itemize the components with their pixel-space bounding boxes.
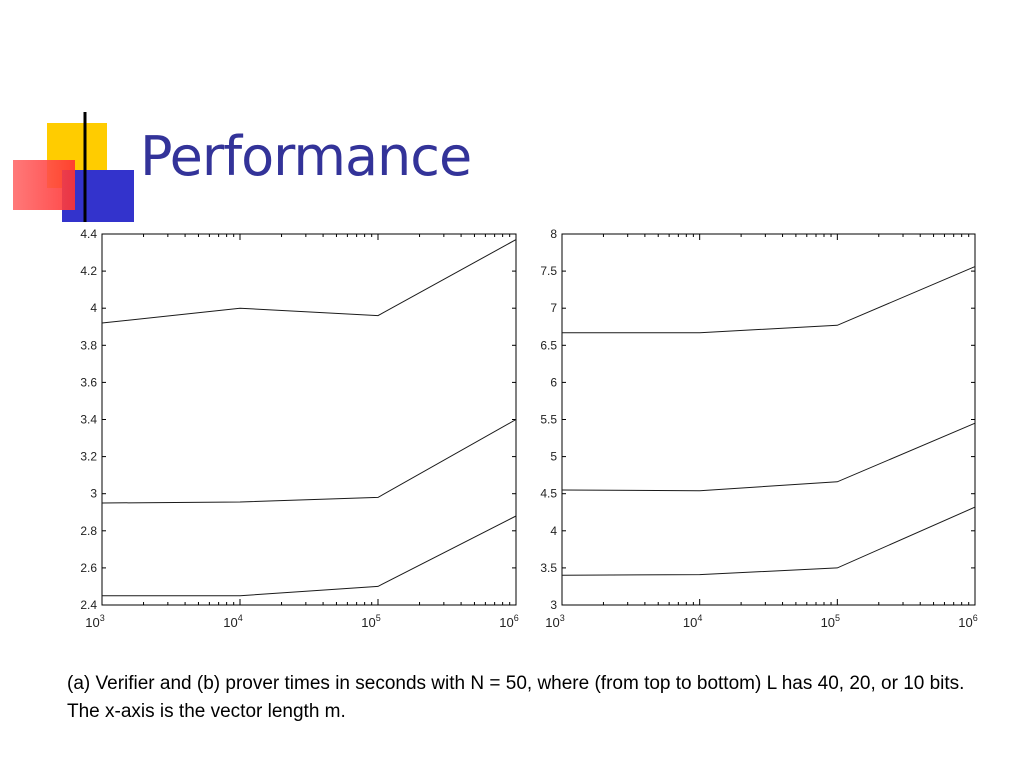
slide-decoration [13, 112, 1000, 222]
y-tick-label: 2.6 [80, 561, 97, 575]
y-tick-label: 7 [550, 301, 557, 315]
y-tick-label: 4 [90, 301, 97, 315]
x-tick-exponent: 3 [100, 613, 105, 623]
plot-frame [561, 233, 976, 606]
x-tick-label: 103 [545, 613, 564, 630]
y-tick-label: 6.5 [540, 338, 557, 352]
x-tick-base: 10 [958, 615, 972, 630]
series-line-3 [102, 515, 517, 597]
x-tick-exponent: 3 [560, 613, 565, 623]
x-tick-base: 10 [499, 615, 513, 630]
figure-caption: (a) Verifier and (b) prover times in sec… [67, 673, 965, 722]
y-tick-label: 3 [550, 598, 557, 612]
plot-frame [101, 233, 517, 606]
y-tick-label: 6 [550, 375, 557, 389]
x-tick-label: 106 [499, 613, 518, 630]
y-tick-label: 5.5 [540, 413, 557, 427]
x-tick-label: 106 [958, 613, 977, 630]
slide-title: Performance [140, 125, 472, 188]
y-tick-label: 4 [550, 524, 557, 538]
x-tick-base: 10 [821, 615, 835, 630]
y-tick-label: 2.8 [80, 524, 97, 538]
y-tick-label: 7.5 [540, 264, 557, 278]
y-tick-label: 4.2 [80, 264, 97, 278]
y-tick-label: 3.4 [80, 413, 97, 427]
y-tick-label: 4.4 [80, 227, 97, 241]
y-tick-label: 3 [90, 487, 97, 501]
x-tick-exponent: 5 [835, 613, 840, 623]
x-tick-exponent: 5 [376, 613, 381, 623]
y-tick-label: 3.2 [80, 450, 97, 464]
x-tick-label: 105 [821, 613, 840, 630]
x-tick-base: 10 [545, 615, 559, 630]
x-tick-exponent: 6 [973, 613, 978, 623]
y-tick-label: 3.5 [540, 561, 557, 575]
series-line-1 [562, 266, 976, 334]
x-tick-label: 104 [223, 613, 242, 630]
x-tick-exponent: 4 [238, 613, 243, 623]
x-tick-exponent: 6 [514, 613, 519, 623]
series-line-3 [561, 506, 976, 576]
x-tick-base: 10 [223, 615, 237, 630]
y-tick-label: 4.5 [540, 487, 557, 501]
y-tick-label: 2.4 [80, 598, 97, 612]
y-tick-label: 8 [550, 227, 557, 241]
series-line-2 [561, 422, 976, 492]
y-tick-label: 5 [550, 450, 557, 464]
x-tick-label: 104 [683, 613, 702, 630]
x-tick-label: 105 [361, 613, 380, 630]
x-tick-exponent: 4 [697, 613, 702, 623]
x-tick-base: 10 [85, 615, 99, 630]
series-line-2 [101, 419, 517, 504]
series-line-1 [101, 239, 517, 324]
y-tick-label: 3.6 [80, 375, 97, 389]
y-tick-label: 3.8 [80, 338, 97, 352]
x-tick-label: 103 [85, 613, 104, 630]
x-tick-base: 10 [361, 615, 375, 630]
x-tick-base: 10 [683, 615, 697, 630]
